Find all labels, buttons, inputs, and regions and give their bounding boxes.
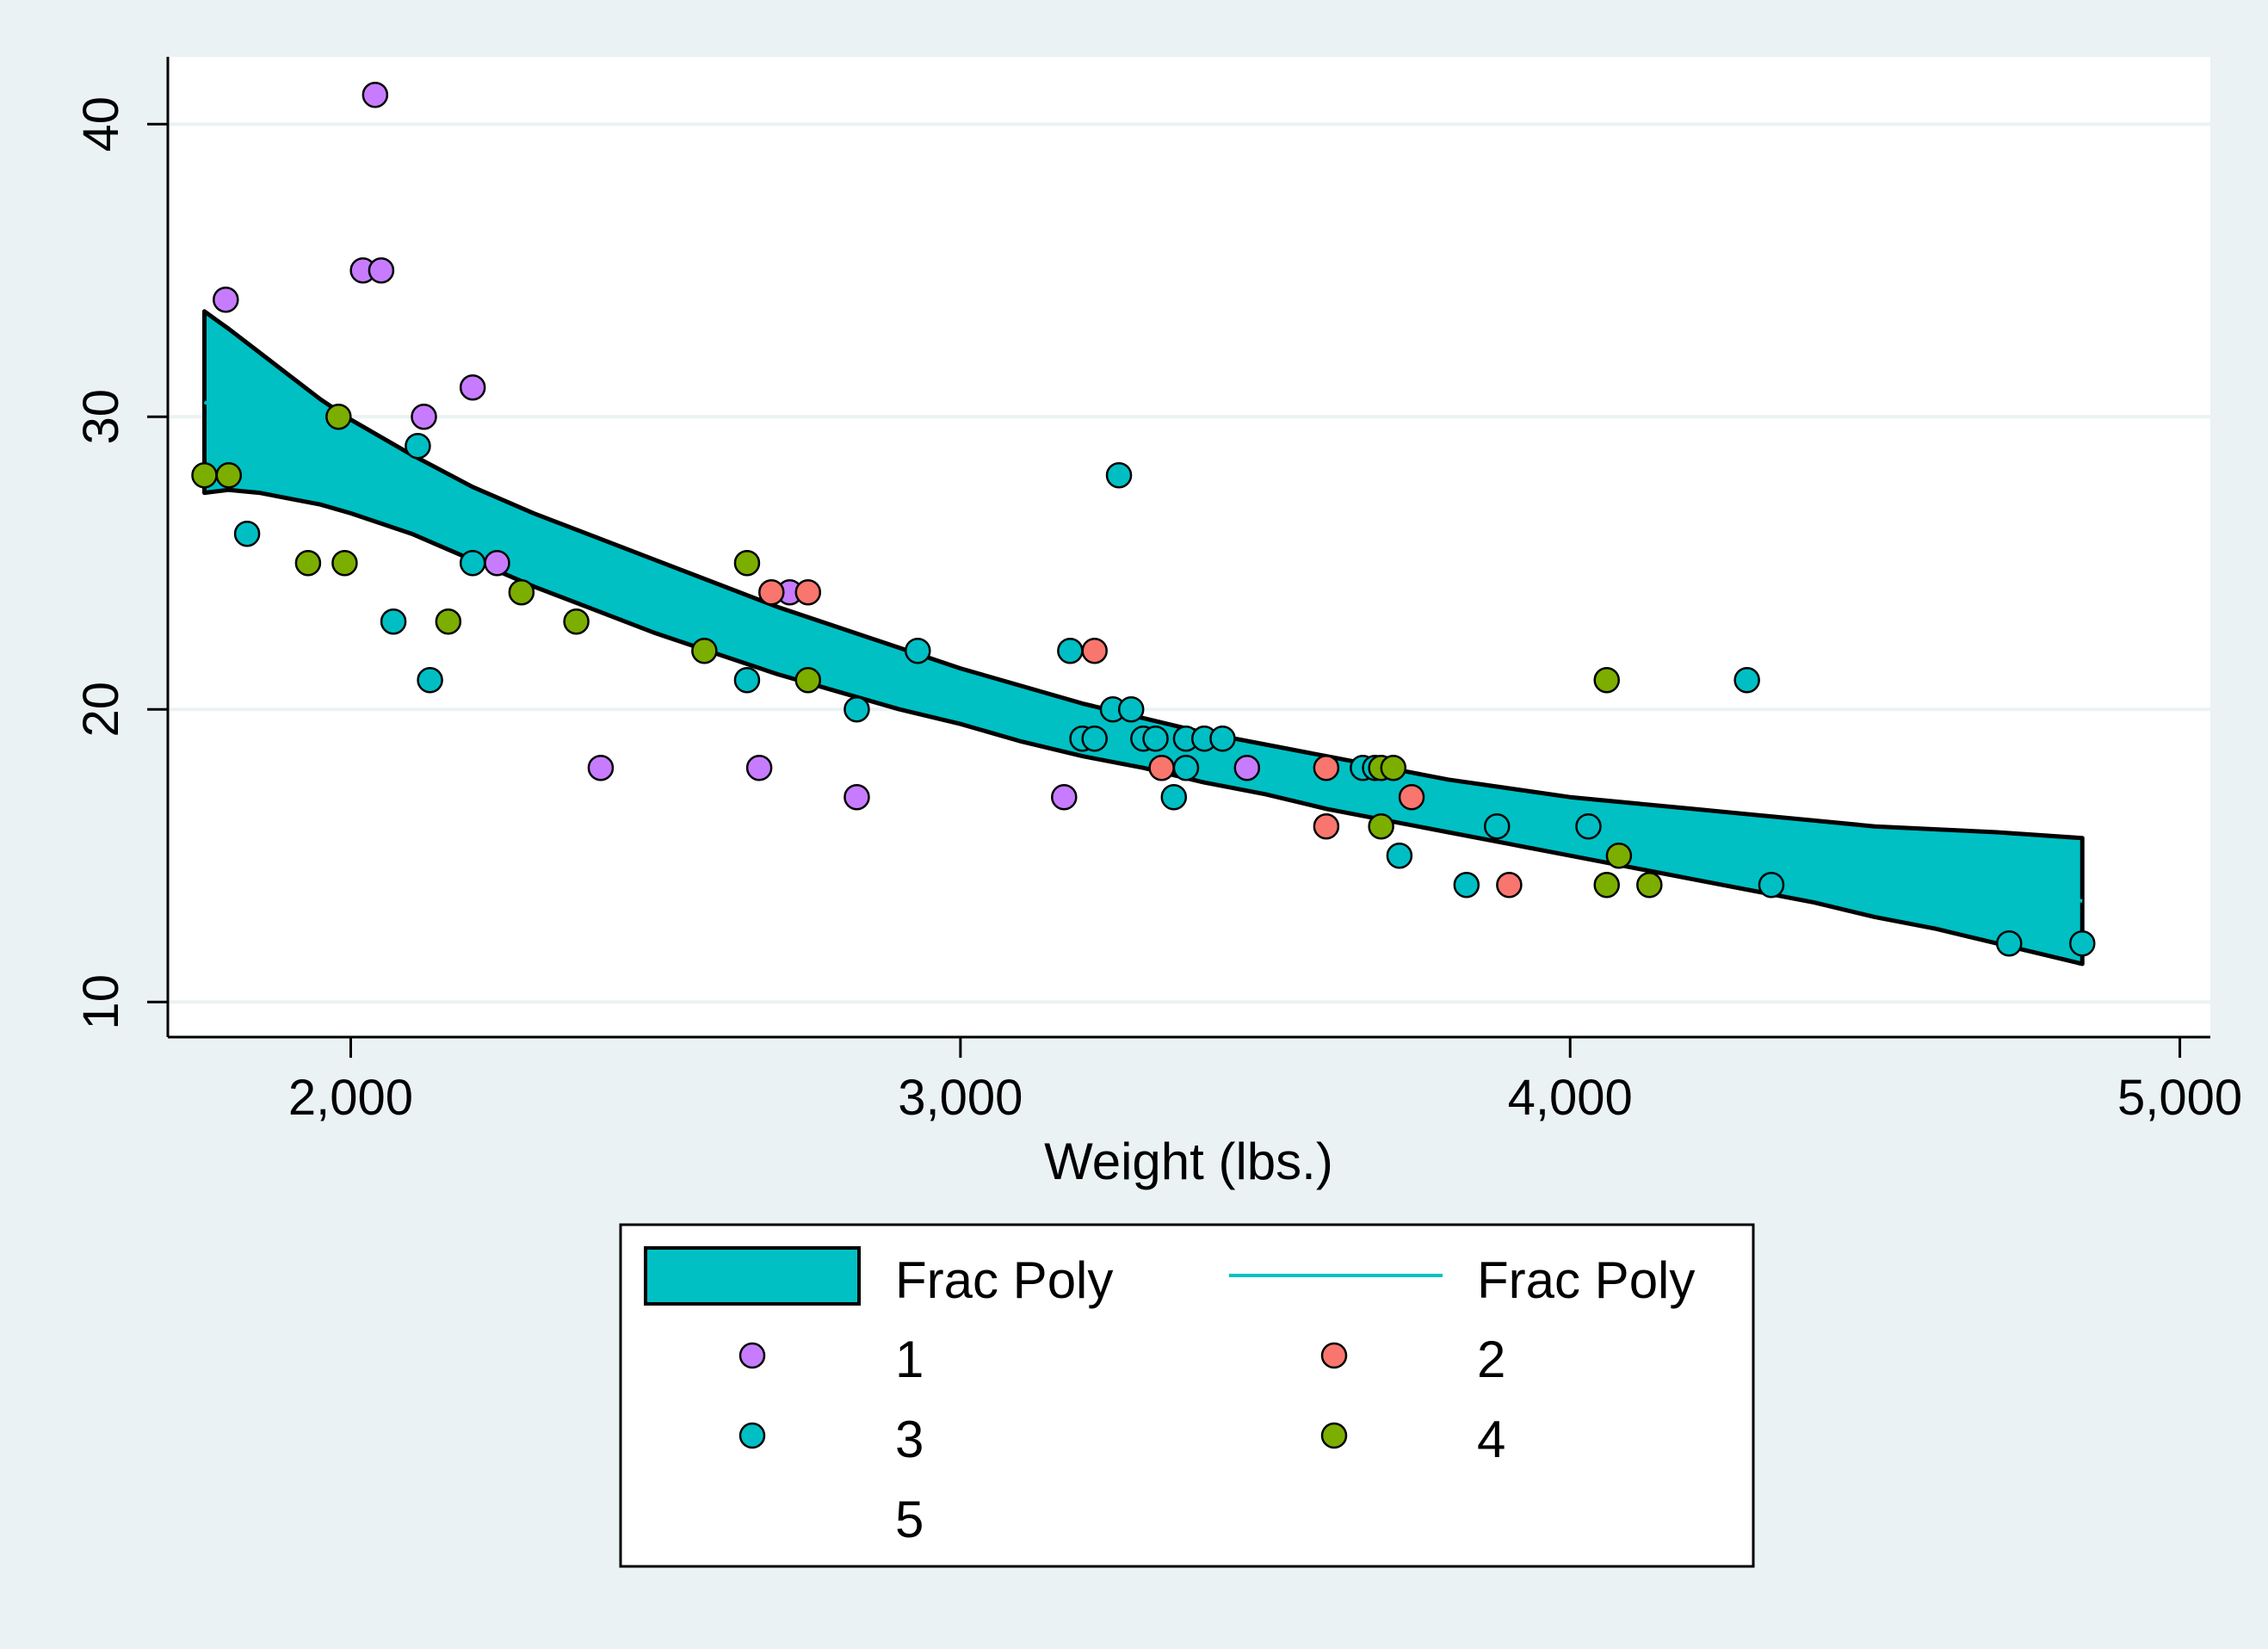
point-series-2 [794,578,822,606]
point-series-4 [733,549,761,577]
legend: Frac Poly Frac Poly 1 2 3 4 5 [619,1223,1755,1568]
point-series-1 [362,81,389,108]
point-series-1 [368,256,395,284]
point-series-3 [1995,929,2023,957]
legend-marker-3 [738,1422,766,1449]
legend-band-label: Frac Poly [895,1251,1113,1309]
point-series-4 [1593,871,1620,899]
point-series-3 [1209,725,1236,752]
confidence-band-layer [202,309,2085,967]
fit-line [203,400,2083,903]
point-series-4 [215,461,243,489]
x-tick-label: 4,000 [1508,1070,1633,1126]
point-series-3 [1483,812,1511,840]
point-series-3 [1733,666,1760,694]
point-series-4 [435,608,462,635]
x-tick-label: 3,000 [898,1070,1023,1126]
point-series-3 [1081,725,1108,752]
point-series-4 [563,608,590,635]
x-axis-ticks: 2,000 3,000 4,000 5,000 [288,1037,2242,1126]
point-series-1 [587,754,615,781]
point-series-3 [380,608,407,635]
point-series-2 [1081,637,1108,664]
legend-band-swatch [644,1246,861,1306]
point-series-1 [484,549,510,577]
point-series-3 [233,520,261,547]
y-axis-ticks: 10 20 30 40 [73,96,168,1030]
point-series-3 [1453,871,1480,899]
y-tick-label: 20 [73,682,129,738]
point-series-4 [691,637,718,664]
point-series-3 [1172,754,1200,781]
point-series-3 [2068,929,2096,957]
legend-marker-2 [1320,1342,1348,1369]
x-tick-label: 5,000 [2117,1070,2242,1126]
legend-label-1: 1 [895,1331,924,1388]
legend-label-2: 2 [1477,1331,1505,1388]
gridlines [168,122,2210,1004]
point-series-1 [411,403,437,430]
point-series-2 [1313,754,1340,781]
point-series-4 [1605,842,1633,869]
point-series-3 [1575,812,1602,840]
point-series-3 [405,432,431,460]
point-series-4 [331,549,358,577]
point-series-4 [1593,666,1620,694]
legend-marker-4 [1320,1422,1348,1449]
point-series-4 [1380,754,1407,781]
point-series-3 [1386,842,1413,869]
point-series-1 [1051,783,1078,811]
point-series-4 [294,549,322,577]
legend-line-label: Frac Poly [1477,1251,1695,1309]
point-series-4 [508,578,535,606]
legend-label-4: 4 [1477,1411,1505,1468]
x-axis-title: Weight (lbs.) [1044,1133,1333,1190]
point-series-3 [417,666,443,694]
point-series-2 [1148,754,1175,781]
point-series-1 [1233,754,1261,781]
point-series-1 [459,374,486,401]
point-series-4 [1636,871,1663,899]
point-series-4 [794,666,822,694]
point-series-3 [1105,461,1133,489]
point-series-3 [1142,725,1169,752]
point-series-2 [1398,783,1425,811]
point-series-2 [1496,871,1523,899]
point-series-1 [213,286,239,313]
point-series-2 [758,578,785,606]
confidence-band [202,309,2085,967]
y-tick-label: 40 [73,96,129,152]
point-series-4 [1368,812,1394,840]
point-series-3 [1160,783,1188,811]
point-series-3 [459,549,486,577]
point-series-2 [1313,812,1340,840]
point-series-3 [733,666,761,694]
point-series-1 [844,783,870,811]
y-tick-label: 30 [73,389,129,445]
y-tick-label: 10 [73,974,129,1030]
point-series-3 [1117,695,1145,723]
scatter-points-layer [191,81,2096,957]
legend-marker-1 [738,1342,766,1369]
point-series-1 [745,754,773,781]
point-series-3 [1057,637,1084,664]
point-series-4 [325,403,352,430]
point-series-3 [844,695,870,723]
legend-label-5: 5 [895,1491,924,1548]
x-tick-label: 2,000 [288,1070,413,1126]
legend-label-3: 3 [895,1411,924,1468]
point-series-3 [905,637,931,664]
point-series-3 [1758,871,1785,899]
point-series-4 [191,461,218,489]
